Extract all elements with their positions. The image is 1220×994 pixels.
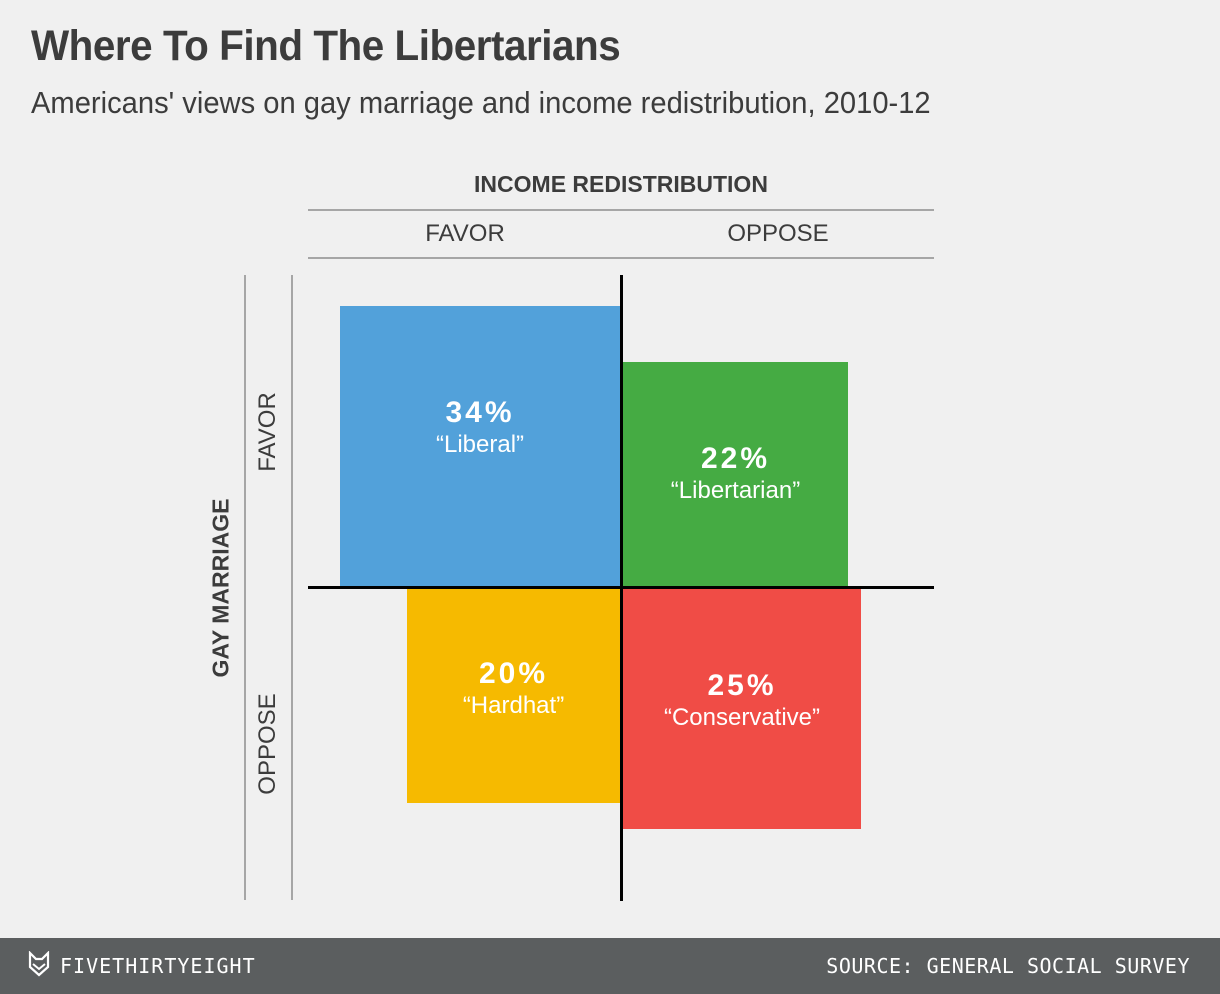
brand-logo: FIVETHIRTYEIGHT bbox=[28, 938, 256, 994]
quadrant-percent: 34% bbox=[445, 396, 515, 429]
row-header-left-rule bbox=[244, 275, 246, 900]
chart-title: Where To Find The Libertarians bbox=[31, 22, 621, 70]
fox-logo-icon bbox=[28, 949, 50, 982]
row-label-oppose: OPPOSE bbox=[254, 693, 281, 795]
column-header-top-rule bbox=[308, 209, 934, 211]
row-label-favor: FAVOR bbox=[254, 392, 281, 472]
quadrant-percent: 25% bbox=[707, 669, 777, 702]
quadrant-label: “Liberal” bbox=[435, 431, 525, 458]
quadrant-libertarian: 22% “Libertarian” bbox=[623, 362, 848, 586]
footer-bar: FIVETHIRTYEIGHT SOURCE: GENERAL SOCIAL S… bbox=[0, 938, 1220, 994]
column-label-oppose: OPPOSE bbox=[727, 220, 829, 247]
income-redistribution-axis-title: INCOME REDISTRIBUTION bbox=[474, 171, 768, 197]
source-note: SOURCE: GENERAL SOCIAL SURVEY bbox=[826, 954, 1190, 978]
quadrant-label: “Hardhat” bbox=[462, 692, 565, 719]
quadrant-hardhat: 20% “Hardhat” bbox=[407, 589, 620, 803]
column-label-favor: FAVOR bbox=[425, 220, 505, 247]
quadrant-conservative: 25% “Conservative” bbox=[623, 589, 861, 829]
gay-marriage-axis-title: GAY MARRIAGE bbox=[207, 498, 234, 678]
column-header-bottom-rule bbox=[308, 257, 934, 259]
quadrant-label: “Conservative” bbox=[663, 704, 821, 731]
quadrant-label: “Libertarian” bbox=[670, 477, 801, 504]
quadrant-percent: 20% bbox=[478, 657, 549, 690]
quadrant-liberal: 34% “Liberal” bbox=[340, 306, 620, 586]
chart-subtitle: Americans' views on gay marriage and inc… bbox=[31, 85, 931, 120]
row-header-right-rule bbox=[291, 275, 293, 900]
quadrant-percent: 22% bbox=[700, 442, 771, 475]
brand-name: FIVETHIRTYEIGHT bbox=[60, 954, 256, 978]
horizontal-axis-line bbox=[308, 586, 934, 589]
